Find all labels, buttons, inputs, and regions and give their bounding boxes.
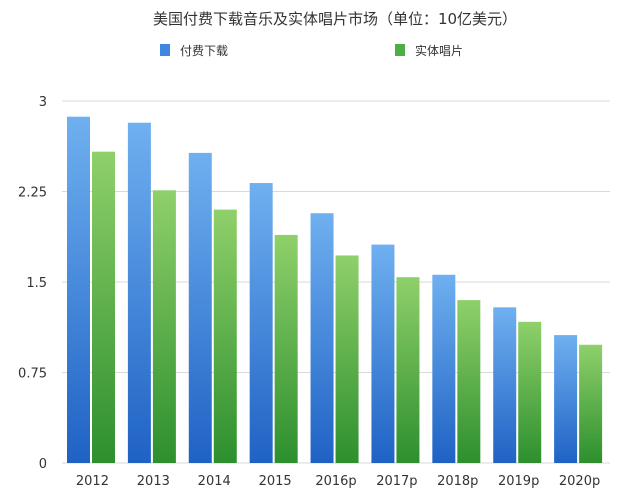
bar-series-1-2014 <box>188 152 212 464</box>
bar-series-1-2020p <box>554 335 578 463</box>
legend-swatch-series-1 <box>160 44 170 56</box>
bar-series-1-2019p <box>493 307 517 463</box>
x-tick-label: 2017p <box>376 474 417 489</box>
y-axis: 0 0.75 1.5 2.25 3 <box>18 95 47 472</box>
bar-series-1-2018p <box>432 274 456 463</box>
y-tick-label: 0.75 <box>18 367 47 382</box>
bar-series-2-2018p <box>457 300 481 463</box>
x-tick-label: 2013 <box>137 474 170 489</box>
bar-series-1-2016p <box>310 213 334 463</box>
bar-series-1-2017p <box>371 244 395 463</box>
legend-label-series-2: 实体唱片 <box>415 43 463 58</box>
bar-series-2-2014 <box>213 209 237 463</box>
x-tick-label: 2014 <box>198 474 231 489</box>
bar-series-2-2019p <box>518 321 542 463</box>
x-tick-label: 2020p <box>559 474 600 489</box>
y-tick-label: 2.25 <box>18 186 47 201</box>
legend-label-series-1: 付费下载 <box>180 44 228 58</box>
bar-series-2-2015 <box>274 234 298 463</box>
bar-series-2-2017p <box>396 277 420 463</box>
x-axis: 2012 2013 2014 2015 2016p 2017p 2018p 2019p 2020… <box>76 474 600 489</box>
bar-series-2-2012 <box>92 151 115 463</box>
bar-series-2-2016p <box>335 255 359 463</box>
bar-series-1-2012 <box>67 116 90 463</box>
bar-series-1-2015 <box>249 183 273 463</box>
bar-series-1-2013 <box>127 122 151 463</box>
bar-series-2-2013 <box>152 190 176 463</box>
y-tick-label: 3 <box>39 95 47 110</box>
chart-title: 美国付费下载音乐及实体唱片市场（单位：10亿美元） <box>153 10 517 28</box>
y-tick-label: 0 <box>39 457 47 472</box>
legend-swatch-series-2 <box>395 44 405 56</box>
y-tick-label: 1.5 <box>26 276 47 291</box>
x-tick-label: 2019p <box>498 474 539 489</box>
bar-series-2-2020p <box>579 344 603 463</box>
x-tick-label: 2018p <box>437 474 478 489</box>
x-tick-label: 2015 <box>259 474 292 489</box>
x-tick-label: 2012 <box>76 474 109 489</box>
legend: 付费下载 实体唱片 <box>160 43 463 58</box>
x-tick-label: 2016p <box>315 474 356 489</box>
bars <box>67 116 603 464</box>
